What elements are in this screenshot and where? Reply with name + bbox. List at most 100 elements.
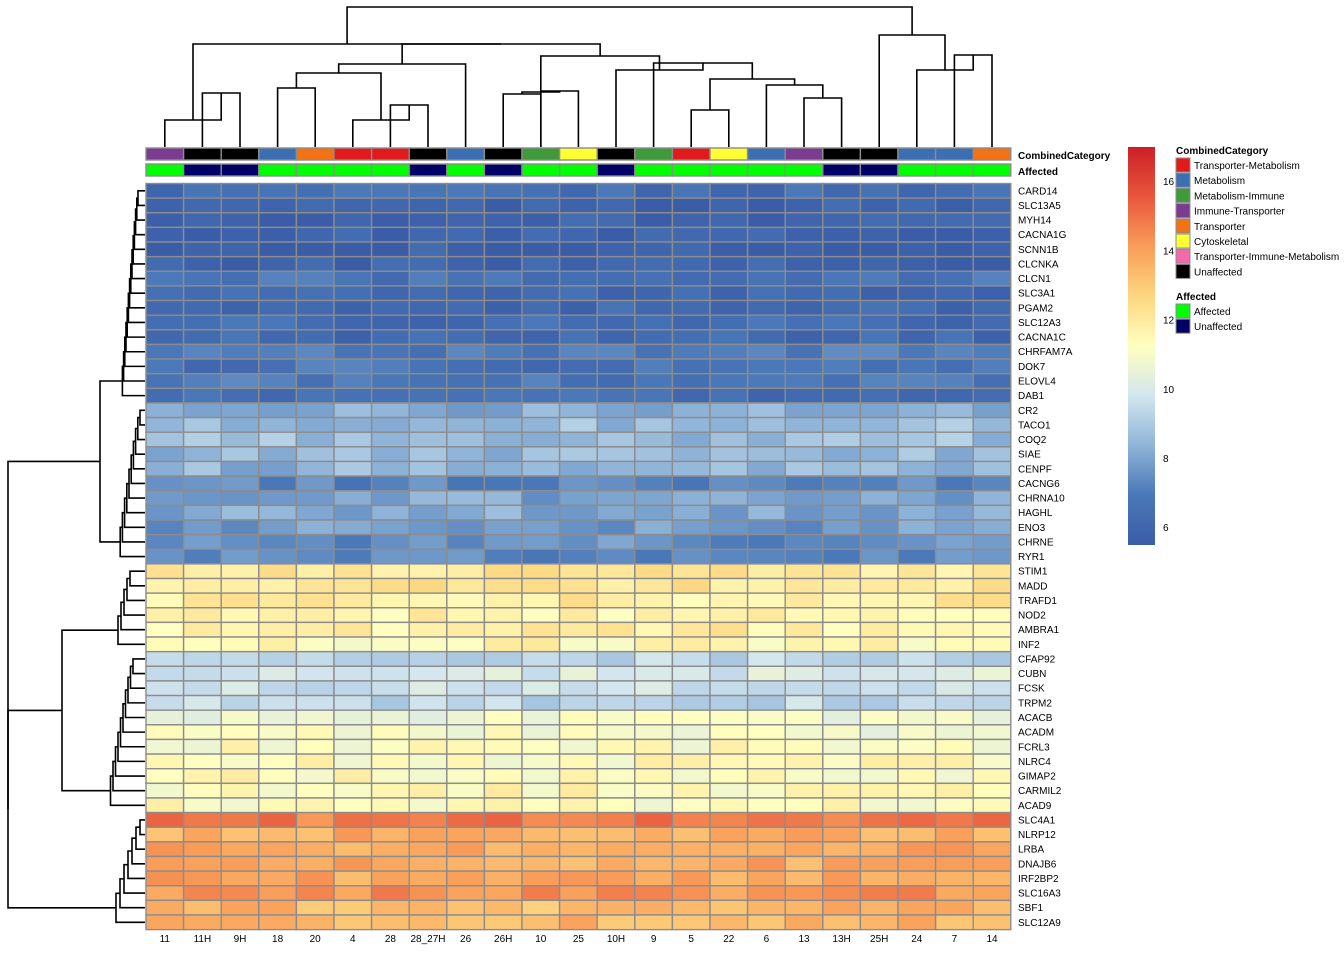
- heatmap-cell: [446, 724, 486, 741]
- heatmap-cell: [709, 372, 749, 390]
- dendrogram-branch: [131, 837, 145, 865]
- heatmap-cell: [934, 680, 974, 697]
- heatmap-cell: [521, 416, 561, 433]
- affected-cell: [709, 163, 749, 177]
- affected-cell: [671, 163, 711, 177]
- heatmap-cell: [897, 475, 937, 492]
- heatmap-cell: [558, 724, 598, 741]
- annotation-bars: [145, 147, 1012, 177]
- heatmap-cell: [709, 519, 749, 536]
- heatmap-cell: [558, 826, 598, 843]
- heatmap-cell: [859, 519, 899, 536]
- heatmap-cell: [634, 285, 674, 302]
- heatmap-cell: [220, 577, 260, 594]
- heatmap-cell: [859, 563, 899, 580]
- heatmap-cell: [972, 768, 1012, 785]
- heatmap-cell: [182, 607, 222, 624]
- heatmap-cell: [859, 460, 899, 477]
- heatmap-cell: [558, 665, 598, 682]
- heatmap-cell: [295, 255, 335, 272]
- heatmap-cell: [521, 226, 561, 243]
- heatmap-cell: [145, 299, 185, 316]
- heatmap-cell: [709, 577, 749, 594]
- heatmap-cell: [521, 212, 561, 229]
- heatmap-cell: [671, 270, 711, 287]
- gene-label: LRBA: [1018, 845, 1044, 856]
- heatmap-cell: [558, 255, 598, 272]
- heatmap-cell: [972, 738, 1012, 755]
- sample-label: 13H: [832, 934, 850, 945]
- heatmap-cell: [408, 870, 448, 887]
- heatmap-cell: [258, 855, 298, 872]
- heatmap-cell: [558, 870, 598, 887]
- heatmap-cell: [822, 914, 862, 931]
- gene-label: SLC12A9: [1018, 918, 1061, 929]
- heatmap-cell: [972, 709, 1012, 726]
- heatmap-cell: [483, 504, 523, 521]
- dendrogram-branch: [295, 72, 382, 120]
- heatmap-cell: [145, 680, 185, 697]
- heatmap-cell: [822, 753, 862, 770]
- heatmap-cell: [258, 226, 298, 243]
- heatmap-cell: [220, 665, 260, 682]
- heatmap-cell: [145, 694, 185, 711]
- heatmap-cell: [746, 490, 786, 507]
- affected-cell: [634, 163, 674, 177]
- affected-cell: [182, 163, 222, 177]
- heatmap-cell: [784, 753, 824, 770]
- heatmap-cell: [934, 255, 974, 272]
- heatmap-cell: [220, 680, 260, 697]
- heatmap-cell: [408, 607, 448, 624]
- heatmap-cell: [483, 899, 523, 916]
- gene-label: SLC16A3: [1018, 889, 1061, 900]
- dendrogram-branch: [61, 629, 118, 792]
- heatmap-cell: [897, 431, 937, 448]
- heatmap-cell: [295, 270, 335, 287]
- combined-category-cell: [145, 147, 185, 161]
- heatmap-cell: [333, 855, 373, 872]
- heatmap-cell: [822, 343, 862, 360]
- heatmap-cell: [258, 241, 298, 258]
- heatmap-cell: [446, 636, 486, 653]
- heatmap-cell: [596, 212, 636, 229]
- heatmap-cell: [746, 621, 786, 638]
- heatmap-cell: [408, 563, 448, 580]
- heatmap-cell: [182, 299, 222, 316]
- heatmap-cell: [408, 841, 448, 858]
- heatmap-cell: [746, 182, 786, 199]
- heatmap-cell: [521, 855, 561, 872]
- heatmap-cell: [182, 504, 222, 521]
- heatmap-cell: [822, 329, 862, 346]
- heatmap-cell: [145, 753, 185, 770]
- heatmap-cell: [558, 241, 598, 258]
- heatmap-cell: [709, 460, 749, 477]
- heatmap-cell: [333, 504, 373, 521]
- affected-cell: [408, 163, 448, 177]
- dendrogram-branch: [615, 63, 704, 147]
- heatmap-cell: [596, 768, 636, 785]
- heatmap-cell: [333, 782, 373, 799]
- heatmap-cell: [897, 533, 937, 550]
- gene-label: COQ2: [1018, 435, 1047, 446]
- heatmap-cell: [972, 841, 1012, 858]
- heatmap-cell: [258, 621, 298, 638]
- heatmap-cell: [709, 299, 749, 316]
- heatmap-cell: [934, 899, 974, 916]
- sample-label: 10: [535, 934, 547, 945]
- heatmap-cell: [746, 548, 786, 565]
- affected-cell: [295, 163, 335, 177]
- heatmap-cell: [859, 285, 899, 302]
- sample-label: 10H: [607, 934, 625, 945]
- heatmap-cell: [822, 621, 862, 638]
- heatmap-cell: [784, 329, 824, 346]
- heatmap-cell: [333, 299, 373, 316]
- heatmap-cell: [446, 460, 486, 477]
- heatmap-cell: [370, 621, 410, 638]
- heatmap-cell: [596, 285, 636, 302]
- heatmap-cell: [822, 607, 862, 624]
- heatmap-cell: [972, 548, 1012, 565]
- heatmap-cell: [596, 343, 636, 360]
- heatmap-cell: [220, 416, 260, 433]
- heatmap-cell: [671, 255, 711, 272]
- heatmap-cell: [897, 914, 937, 931]
